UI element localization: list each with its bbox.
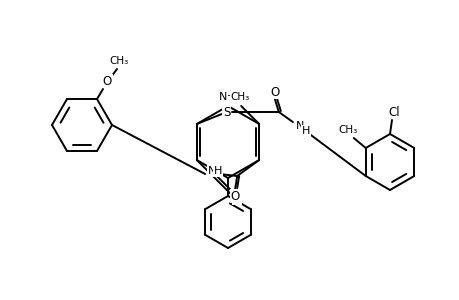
Text: Cl: Cl [387,106,399,118]
Text: N: N [218,92,227,102]
Text: H: H [213,166,222,176]
Text: CH₃: CH₃ [337,125,357,135]
Text: O: O [230,190,239,202]
Text: S: S [223,106,230,118]
Text: H: H [224,92,232,102]
Text: CH₃: CH₃ [230,92,249,102]
Text: O: O [102,74,112,88]
Text: O: O [269,85,279,98]
Text: N: N [207,166,216,176]
Text: N: N [295,121,303,131]
Text: CH₃: CH₃ [109,56,129,66]
Text: N: N [232,191,241,205]
Text: H: H [301,126,309,136]
